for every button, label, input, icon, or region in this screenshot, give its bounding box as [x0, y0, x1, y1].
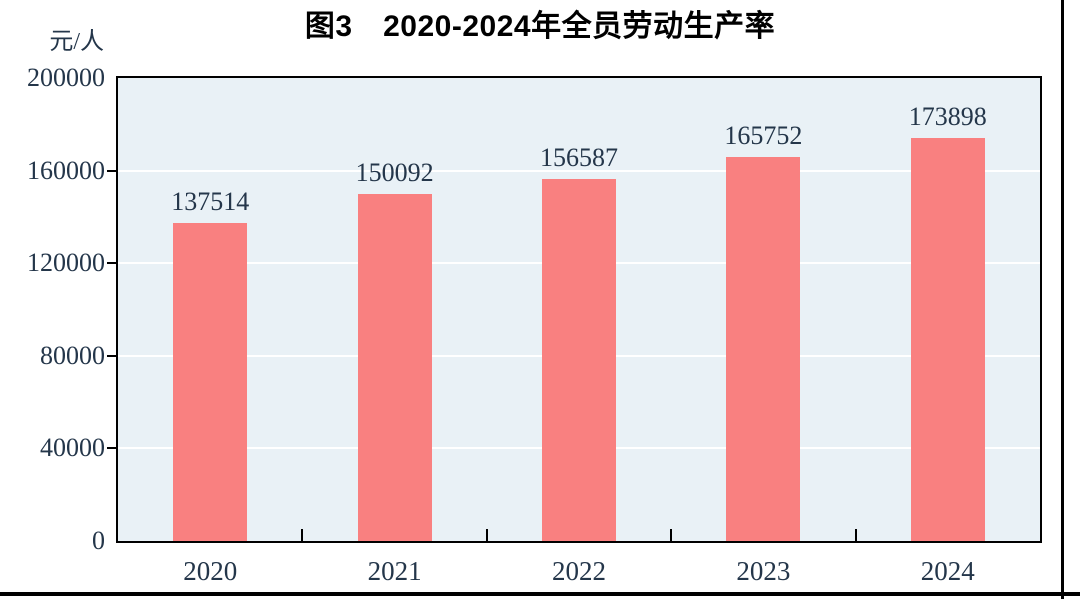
bar: [542, 179, 616, 541]
x-axis-tick: [854, 529, 857, 541]
bar-value-label: 156587: [540, 143, 618, 172]
page-border-right: [1061, 0, 1064, 599]
bar: [910, 138, 985, 541]
chart-title: 图3 2020-2024年全员劳动生产率: [304, 10, 776, 43]
y-tick-label: 0: [92, 526, 105, 555]
bar: [173, 223, 248, 541]
page-border-bottom: [0, 592, 1080, 596]
x-axis-tick: [670, 529, 673, 541]
x-axis-tick: [485, 529, 488, 541]
bar-value-label: 150092: [355, 158, 434, 187]
gridline: [118, 169, 1040, 172]
bar-value-label: 165752: [724, 121, 803, 150]
y-axis-unit-label: 元/人: [49, 29, 104, 55]
bar: [726, 157, 801, 541]
bar-value-label: 173898: [908, 102, 987, 131]
x-tick-label: 2024: [920, 556, 975, 586]
y-axis-tick: [107, 354, 116, 357]
y-tick-label: 200000: [27, 63, 105, 92]
bar-value-label: 137514: [171, 187, 250, 216]
y-tick-label: 160000: [27, 155, 105, 185]
x-tick-label: 2021: [367, 556, 422, 586]
bar: [357, 194, 432, 541]
y-axis-tick: [107, 447, 116, 450]
x-axis-tick: [301, 529, 304, 541]
x-tick-label: 2020: [183, 556, 238, 586]
y-tick-label: 120000: [27, 248, 105, 278]
x-tick-label: 2023: [736, 556, 791, 586]
y-tick-label: 80000: [40, 340, 105, 370]
y-tick-label: 40000: [40, 433, 105, 463]
y-axis-tick: [107, 169, 116, 172]
x-tick-label: 2022: [552, 556, 606, 586]
y-axis-tick: [107, 262, 116, 265]
